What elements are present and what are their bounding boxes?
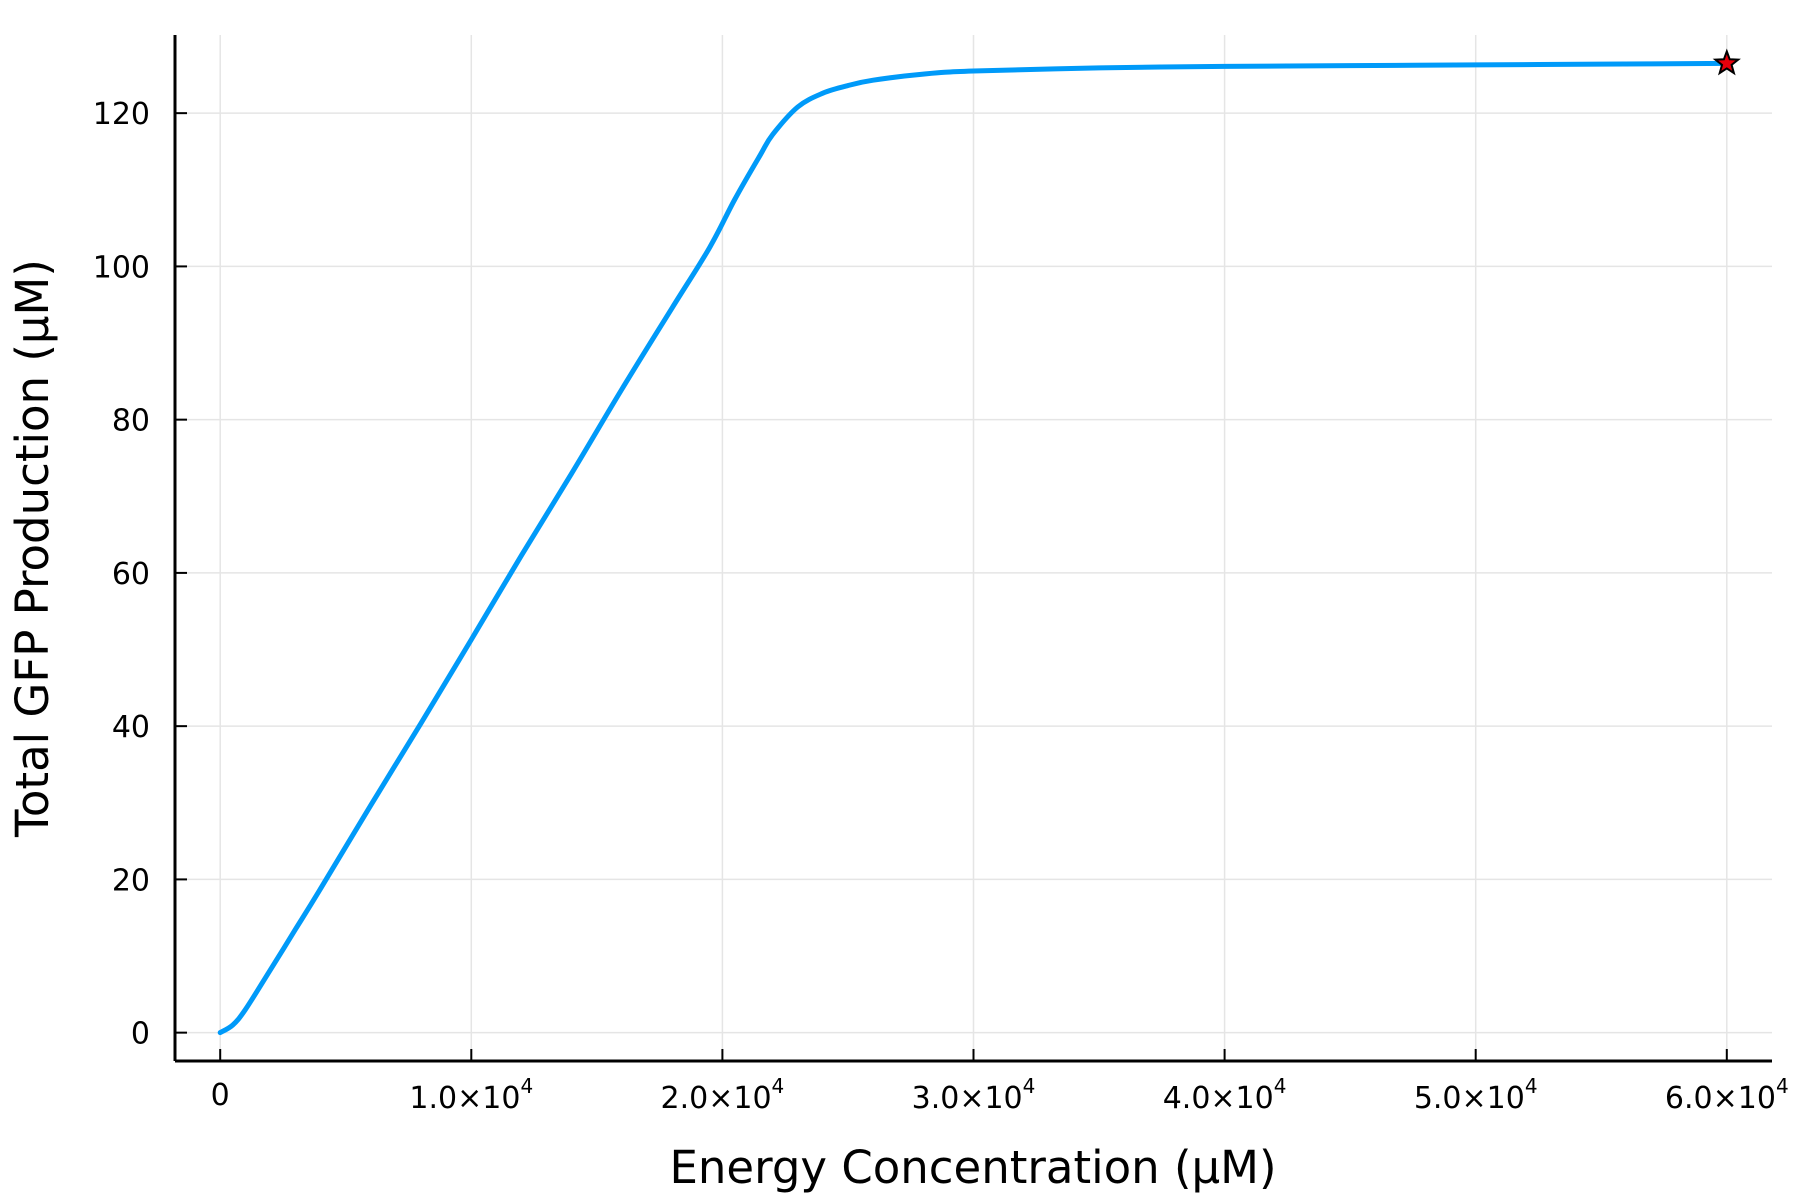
y-tick-label: 100 xyxy=(93,250,150,285)
x-tick-label: 5.0×104 xyxy=(1414,1074,1538,1116)
x-tick-exponent: 4 xyxy=(1525,1074,1538,1098)
grid-lines xyxy=(175,35,1772,1061)
x-tick-exponent: 4 xyxy=(1274,1074,1287,1098)
x-tick-label: 6.0×104 xyxy=(1665,1074,1789,1116)
x-tick-label: 3.0×104 xyxy=(912,1074,1036,1116)
axis-ticks: 0 1.0×104 2.0×104 3.0×104 4.0×104 5.0×104 6.0×… xyxy=(93,97,1789,1116)
x-tick-exponent: 4 xyxy=(772,1074,785,1098)
x-tick-mantissa: 2.0×10 xyxy=(661,1081,772,1116)
x-tick-mantissa: 0 xyxy=(211,1078,230,1113)
y-tick-label: 40 xyxy=(112,710,150,745)
x-axis-title: Energy Concentration (μM) xyxy=(669,1141,1276,1194)
x-tick-exponent: 4 xyxy=(1776,1074,1789,1098)
y-tick-label: 120 xyxy=(93,97,150,132)
x-tick-exponent: 4 xyxy=(1023,1074,1036,1098)
y-tick-label: 0 xyxy=(131,1017,150,1052)
y-tick-label: 60 xyxy=(112,557,150,592)
star-marker xyxy=(1712,48,1741,76)
x-tick-label: 0 xyxy=(211,1078,230,1113)
x-tick-label: 2.0×104 xyxy=(661,1074,785,1116)
series-line xyxy=(217,60,1730,1036)
y-axis-title: Total GFP Production (μM) xyxy=(6,259,59,838)
x-tick-mantissa: 1.0×10 xyxy=(409,1081,520,1116)
y-tick-label: 80 xyxy=(112,404,150,439)
y-tick-label: 20 xyxy=(112,863,150,898)
x-tick-mantissa: 3.0×10 xyxy=(912,1081,1023,1116)
x-tick-label: 1.0×104 xyxy=(409,1074,533,1116)
x-tick-mantissa: 5.0×10 xyxy=(1414,1081,1525,1116)
x-tick-mantissa: 4.0×10 xyxy=(1163,1081,1274,1116)
x-tick-mantissa: 6.0×10 xyxy=(1665,1081,1776,1116)
x-tick-exponent: 4 xyxy=(520,1074,533,1098)
x-tick-label: 4.0×104 xyxy=(1163,1074,1287,1116)
